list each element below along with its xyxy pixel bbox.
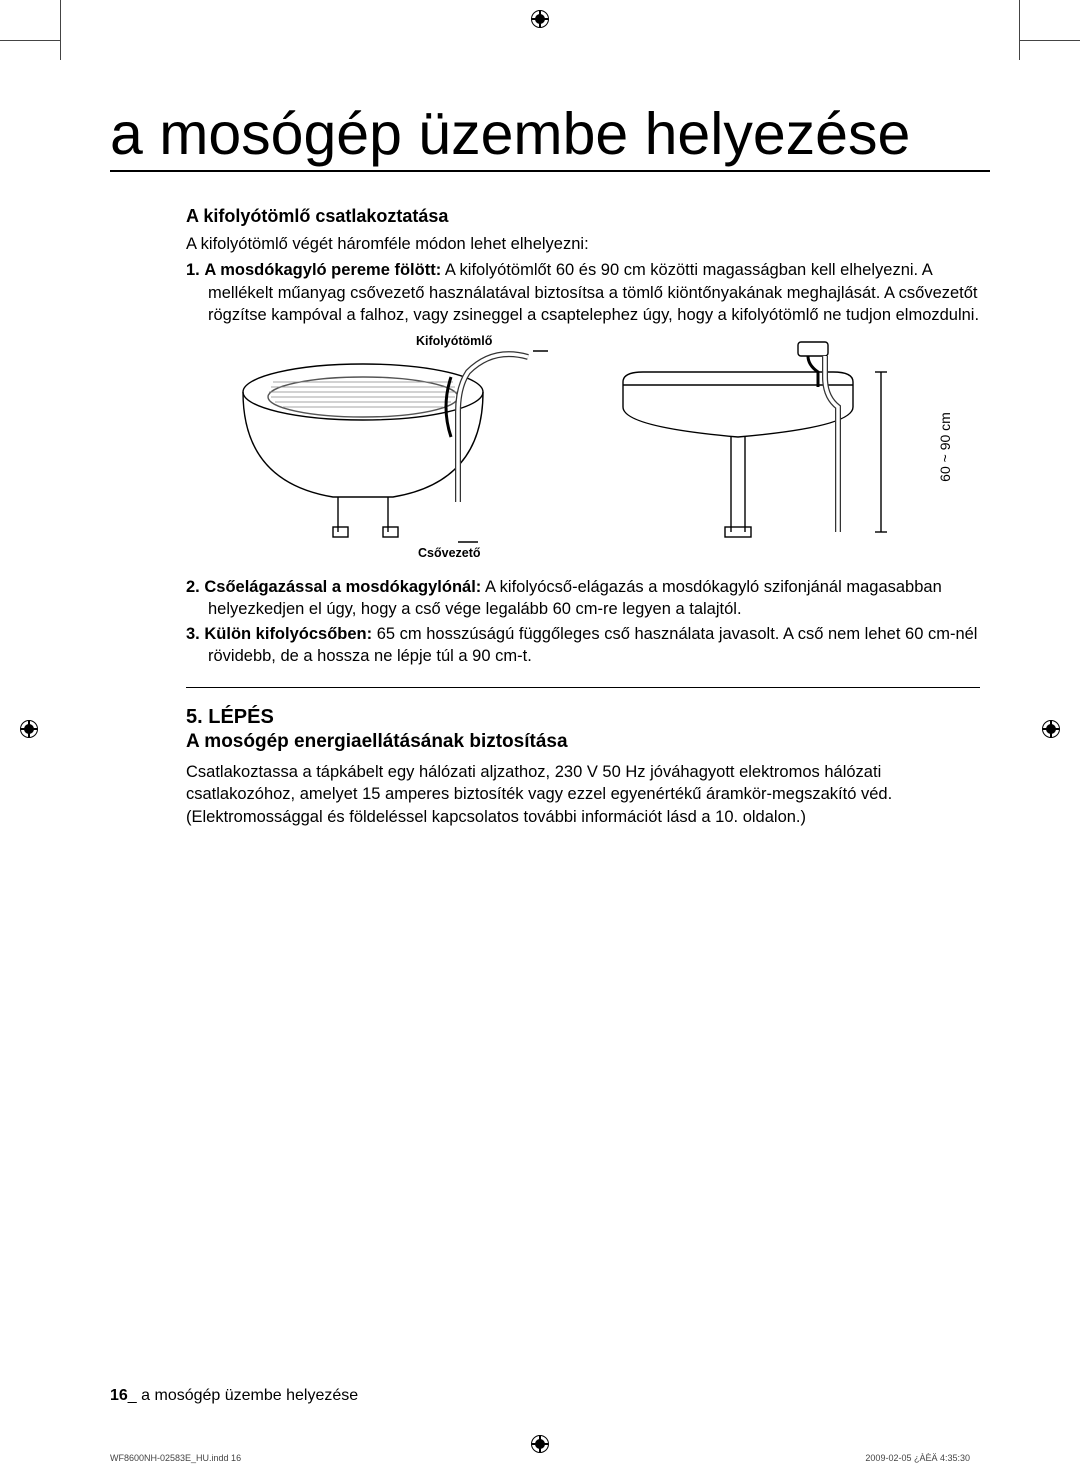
list-item: 3. Külön kifolyócsőben: 65 cm hosszúságú… xyxy=(186,623,980,668)
section-heading: A kifolyótömlő csatlakoztatása xyxy=(186,206,980,227)
diagram-label-hose: Kifolyótömlő xyxy=(416,334,492,348)
list-item: 1. A mosdókagyló pereme fölött: A kifoly… xyxy=(186,259,980,326)
item-number: 2. xyxy=(186,578,200,596)
registration-mark-left xyxy=(20,720,38,738)
crop-mark xyxy=(1019,0,1020,60)
step-label: 5. LÉPÉS xyxy=(186,706,980,729)
step-heading: A mosógép energiaellátásának biztosítása xyxy=(186,731,980,753)
step-body: Csatlakoztassa a tápkábelt egy hálózati … xyxy=(186,761,980,828)
item-lead: Külön kifolyócsőben: xyxy=(204,625,372,643)
registration-mark-top xyxy=(0,10,1080,28)
diagram-block: Kifolyótömlő xyxy=(186,332,980,688)
footer-sep: _ xyxy=(128,1387,137,1404)
diagram-label-guide: Csővezető xyxy=(418,546,481,560)
page-title: a mosógép üzembe helyezése xyxy=(110,100,990,172)
imprint-right: 2009-02-05 ¿ÀÈÄ 4:35:30 xyxy=(865,1453,970,1463)
item-number: 3. xyxy=(186,625,200,643)
registration-mark-right xyxy=(1042,720,1060,738)
crop-mark xyxy=(0,40,60,41)
diagram-dimension: 60 ~ 90 cm xyxy=(937,412,953,482)
drain-hose-diagram xyxy=(233,337,933,557)
item-number: 1. xyxy=(186,261,200,279)
page-number: 16 xyxy=(110,1387,128,1404)
list-item: 2. Csőelágazással a mosdókagylónál: A ki… xyxy=(186,576,980,621)
crop-mark xyxy=(60,0,61,60)
section-intro: A kifolyótömlő végét háromféle módon leh… xyxy=(186,233,980,255)
footer-text: a mosógép üzembe helyezése xyxy=(137,1387,358,1404)
item-lead: A mosdókagyló pereme fölött: xyxy=(204,261,441,279)
imprint-left: WF8600NH-02583E_HU.indd 16 xyxy=(110,1453,241,1463)
page-footer: 16_ a mosógép üzembe helyezése xyxy=(110,1387,358,1405)
crop-mark xyxy=(1020,40,1080,41)
item-lead: Csőelágazással a mosdókagylónál: xyxy=(204,578,481,596)
registration-mark-bottom xyxy=(0,1435,1080,1453)
